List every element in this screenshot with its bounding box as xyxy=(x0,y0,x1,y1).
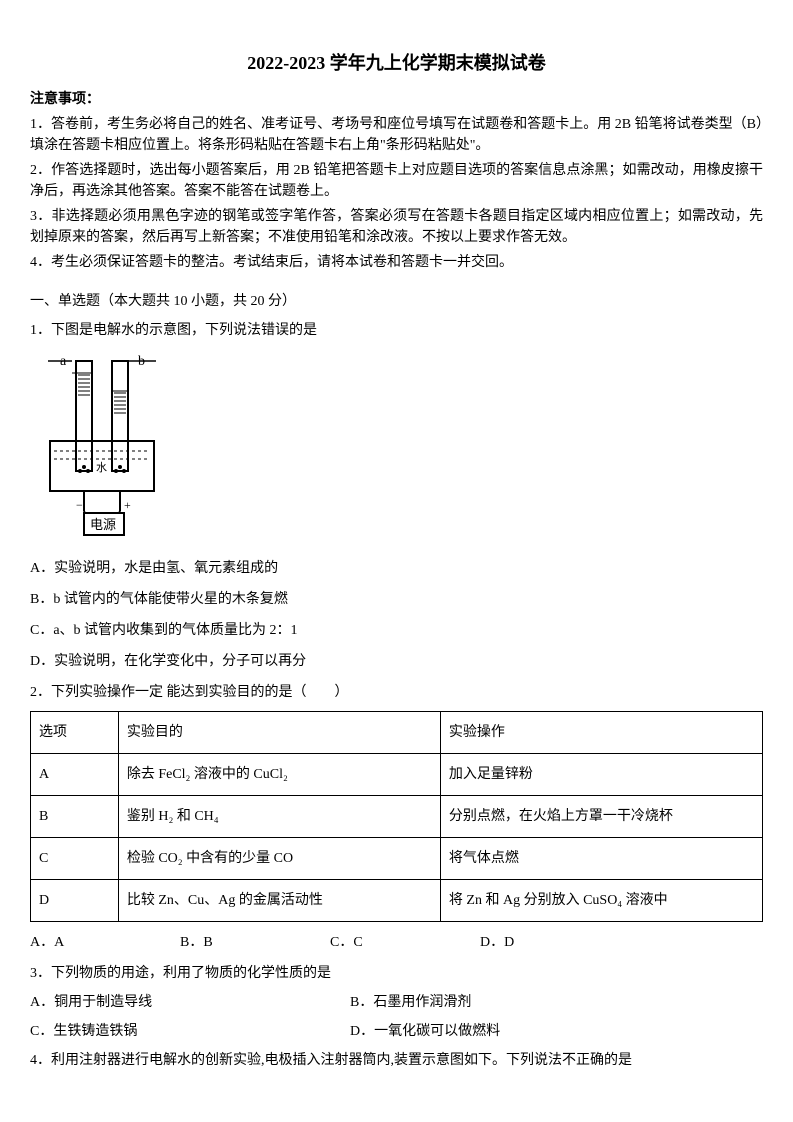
q2-choice-b: B．B xyxy=(180,932,330,953)
cell-d-operation: 将 Zn 和 Ag 分别放入 CuSO₄ 溶液中 xyxy=(440,880,762,922)
svg-text:+: + xyxy=(124,498,131,512)
q4-stem: 4．利用注射器进行电解水的创新实验,电极插入注射器筒内,装置示意图如下。下列说法… xyxy=(30,1050,763,1071)
q3-option-d: D．一氧化碳可以做燃料 xyxy=(350,1021,630,1042)
q1-stem: 1．下图是电解水的示意图，下列说法错误的是 xyxy=(30,320,763,341)
cell-b-option: B xyxy=(31,796,119,838)
cell-a-operation: 加入足量锌粉 xyxy=(440,754,762,796)
table-header-purpose: 实验目的 xyxy=(118,712,440,754)
q2-choice-d: D．D xyxy=(480,932,630,953)
page-title: 2022-2023 学年九上化学期末模拟试卷 xyxy=(30,50,763,77)
instructions-label: 注意事项： xyxy=(30,89,763,110)
table-row: D 比较 Zn、Cu、Ag 的金属活动性 将 Zn 和 Ag 分别放入 CuSO… xyxy=(31,880,763,922)
cell-c-option: C xyxy=(31,838,119,880)
diagram-label-water: 水 xyxy=(96,461,107,474)
table-row: C 检验 CO₂ 中含有的少量 CO 将气体点燃 xyxy=(31,838,763,880)
q3-option-c: C．生铁铸造铁锅 xyxy=(30,1021,310,1042)
q3-stem: 3．下列物质的用途，利用了物质的化学性质的是 xyxy=(30,963,763,984)
q2-choice-a: A．A xyxy=(30,932,180,953)
q1-option-b: B．b 试管内的气体能使带火星的木条复燃 xyxy=(30,589,763,610)
q2-table: 选项 实验目的 实验操作 A 除去 FeCl₂ 溶液中的 CuCl₂ 加入足量锌… xyxy=(30,711,763,922)
section-1-heading: 一、单选题（本大题共 10 小题，共 20 分） xyxy=(30,291,763,312)
cell-c-purpose: 检验 CO₂ 中含有的少量 CO xyxy=(118,838,440,880)
table-header-operation: 实验操作 xyxy=(440,712,762,754)
cell-a-purpose: 除去 FeCl₂ 溶液中的 CuCl₂ xyxy=(118,754,440,796)
cell-d-purpose: 比较 Zn、Cu、Ag 的金属活动性 xyxy=(118,880,440,922)
cell-a-option: A xyxy=(31,754,119,796)
svg-text:−: − xyxy=(76,498,83,512)
instruction-1: 1．答卷前，考生务必将自己的姓名、准考证号、考场号和座位号填写在试题卷和答题卡上… xyxy=(30,114,763,156)
q1-option-d: D．实验说明，在化学变化中，分子可以再分 xyxy=(30,651,763,672)
q1-diagram: a b 水 xyxy=(40,351,763,548)
cell-c-operation: 将气体点燃 xyxy=(440,838,762,880)
table-row: 选项 实验目的 实验操作 xyxy=(31,712,763,754)
q2-stem: 2．下列实验操作一定 能达到实验目的的是（ ） xyxy=(30,682,763,703)
instruction-4: 4．考生必须保证答题卡的整洁。考试结束后，请将本试卷和答题卡一并交回。 xyxy=(30,252,763,273)
q2-choice-c: C．C xyxy=(330,932,480,953)
instruction-3: 3．非选择题必须用黑色字迹的钢笔或签字笔作答，答案必须写在答题卡各题目指定区域内… xyxy=(30,206,763,248)
q2-choices: A．A B．B C．C D．D xyxy=(30,932,763,953)
diagram-label-power: 电源 xyxy=(90,517,116,532)
table-row: A 除去 FeCl₂ 溶液中的 CuCl₂ 加入足量锌粉 xyxy=(31,754,763,796)
cell-b-operation: 分别点燃，在火焰上方罩一干冷烧杯 xyxy=(440,796,762,838)
q3-option-a: A．铜用于制造导线 xyxy=(30,992,310,1013)
q3-option-b: B．石墨用作润滑剂 xyxy=(350,992,630,1013)
q1-option-c: C．a、b 试管内收集到的气体质量比为 2：1 xyxy=(30,620,763,641)
table-header-option: 选项 xyxy=(31,712,119,754)
instruction-2: 2．作答选择题时，选出每小题答案后，用 2B 铅笔把答题卡上对应题目选项的答案信… xyxy=(30,160,763,202)
table-row: B 鉴别 H₂ 和 CH₄ 分别点燃，在火焰上方罩一干冷烧杯 xyxy=(31,796,763,838)
cell-d-option: D xyxy=(31,880,119,922)
q1-option-a: A．实验说明，水是由氢、氧元素组成的 xyxy=(30,558,763,579)
cell-b-purpose: 鉴别 H₂ 和 CH₄ xyxy=(118,796,440,838)
